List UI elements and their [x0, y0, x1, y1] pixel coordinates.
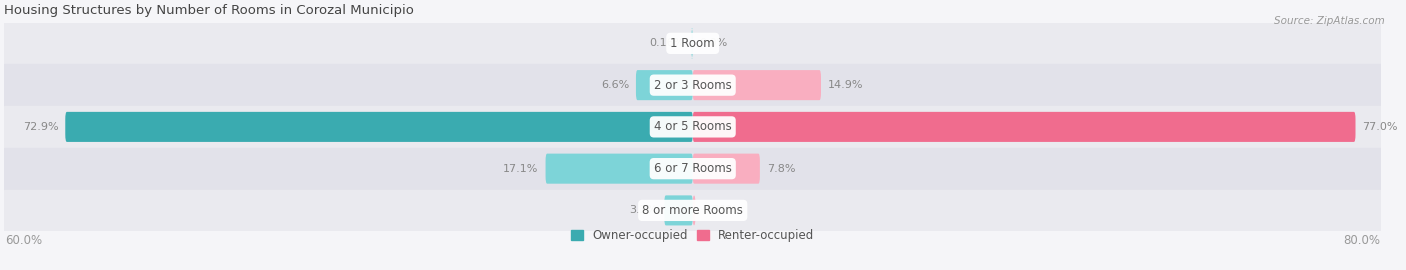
Text: 72.9%: 72.9%: [22, 122, 59, 132]
Text: 0.16%: 0.16%: [650, 38, 685, 48]
FancyBboxPatch shape: [693, 195, 696, 225]
Text: 6 or 7 Rooms: 6 or 7 Rooms: [654, 162, 731, 175]
Text: 1 Room: 1 Room: [671, 37, 716, 50]
Text: Source: ZipAtlas.com: Source: ZipAtlas.com: [1274, 16, 1385, 26]
Bar: [4, 148, 1381, 190]
Text: 3.3%: 3.3%: [630, 205, 658, 215]
Text: 14.9%: 14.9%: [828, 80, 863, 90]
Text: 77.0%: 77.0%: [1362, 122, 1398, 132]
Bar: [4, 22, 1381, 64]
Text: 7.8%: 7.8%: [766, 164, 796, 174]
FancyBboxPatch shape: [636, 70, 693, 100]
Bar: [4, 106, 1381, 148]
Text: 0.0%: 0.0%: [700, 38, 728, 48]
Text: 0.31%: 0.31%: [702, 205, 738, 215]
FancyBboxPatch shape: [693, 112, 1355, 142]
Text: 4 or 5 Rooms: 4 or 5 Rooms: [654, 120, 731, 133]
Text: 80.0%: 80.0%: [1344, 234, 1381, 247]
Text: 8 or more Rooms: 8 or more Rooms: [643, 204, 744, 217]
Legend: Owner-occupied, Renter-occupied: Owner-occupied, Renter-occupied: [571, 229, 814, 242]
Text: Housing Structures by Number of Rooms in Corozal Municipio: Housing Structures by Number of Rooms in…: [4, 4, 413, 17]
Bar: [4, 64, 1381, 106]
Text: 2 or 3 Rooms: 2 or 3 Rooms: [654, 79, 731, 92]
Text: 17.1%: 17.1%: [503, 164, 538, 174]
Text: 6.6%: 6.6%: [600, 80, 628, 90]
Bar: [4, 190, 1381, 231]
FancyBboxPatch shape: [692, 28, 693, 58]
FancyBboxPatch shape: [693, 70, 821, 100]
FancyBboxPatch shape: [693, 154, 759, 184]
FancyBboxPatch shape: [65, 112, 693, 142]
FancyBboxPatch shape: [546, 154, 693, 184]
FancyBboxPatch shape: [665, 195, 693, 225]
Text: 60.0%: 60.0%: [4, 234, 42, 247]
